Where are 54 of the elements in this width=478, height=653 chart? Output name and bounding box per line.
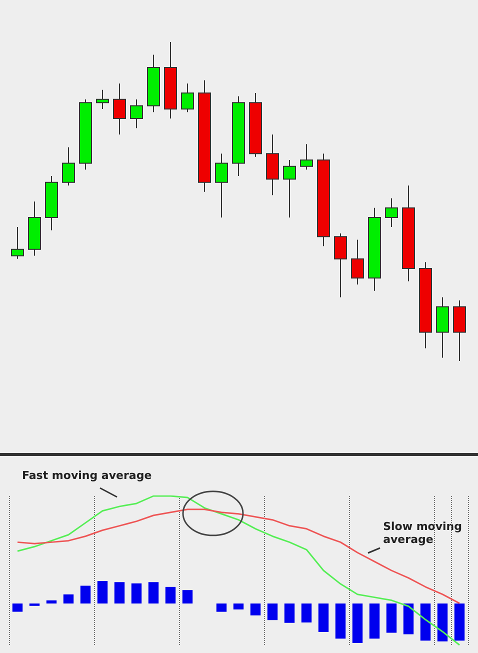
candlestick bbox=[334, 232, 347, 298]
candlestick bbox=[147, 54, 160, 113]
bar bbox=[250, 604, 261, 616]
candlestick bbox=[402, 185, 415, 282]
candlestick bbox=[215, 153, 228, 218]
candlestick bbox=[113, 82, 126, 136]
bar bbox=[216, 604, 227, 612]
bar bbox=[131, 583, 142, 604]
bar bbox=[386, 604, 397, 633]
candlestick bbox=[130, 98, 143, 129]
candlestick bbox=[45, 175, 58, 231]
candlestick bbox=[283, 160, 296, 218]
bar bbox=[420, 604, 431, 641]
candlestick bbox=[385, 198, 398, 228]
candlestick bbox=[436, 296, 449, 358]
bar bbox=[369, 604, 380, 639]
bar bbox=[403, 604, 414, 634]
candlestick bbox=[79, 98, 92, 170]
bar bbox=[182, 590, 193, 604]
candlestick bbox=[368, 207, 381, 292]
bar bbox=[284, 604, 295, 623]
bar bbox=[318, 604, 329, 632]
bar bbox=[267, 604, 278, 620]
candlestick bbox=[351, 239, 364, 285]
bar bbox=[454, 604, 465, 641]
text: Fast moving average bbox=[22, 469, 152, 482]
bar bbox=[114, 582, 125, 604]
bar bbox=[148, 582, 159, 604]
annotation: Slow moving average bbox=[383, 520, 462, 546]
bar bbox=[165, 586, 176, 604]
bar bbox=[63, 594, 74, 604]
bar bbox=[97, 581, 108, 604]
bar bbox=[335, 604, 346, 639]
candlestick bbox=[62, 146, 75, 186]
bar bbox=[352, 604, 363, 643]
candlestick bbox=[96, 89, 109, 110]
candlestick bbox=[232, 96, 245, 176]
bar bbox=[437, 604, 448, 642]
candlestick bbox=[300, 144, 313, 170]
bar bbox=[12, 604, 23, 612]
bar bbox=[233, 604, 244, 610]
bar bbox=[80, 586, 91, 604]
candlestick bbox=[419, 262, 432, 349]
candlestick bbox=[453, 300, 466, 362]
candlestick bbox=[198, 80, 211, 192]
bar bbox=[46, 600, 57, 604]
candlestick bbox=[317, 153, 330, 247]
candlestick bbox=[11, 226, 24, 260]
candlestick bbox=[266, 134, 279, 196]
candlestick bbox=[164, 42, 177, 120]
candlestick bbox=[28, 201, 41, 256]
candlestick bbox=[181, 82, 194, 113]
bar bbox=[301, 604, 312, 622]
candlestick bbox=[249, 92, 262, 158]
